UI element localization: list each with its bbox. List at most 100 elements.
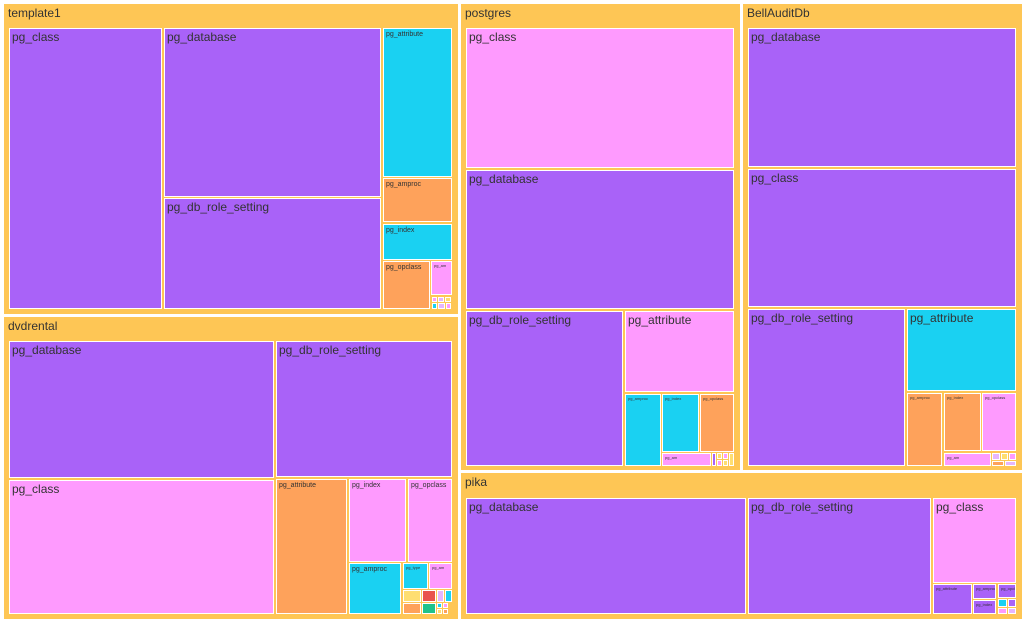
treemap-tile-label: pg_database [12,343,82,357]
treemap-tile-postgres-pg-opclass[interactable]: pg_opclass [700,394,734,452]
treemap-tile-dvdrental-pg-type[interactable]: pg_type [403,563,428,589]
treemap-tile-pika-pg-opclass[interactable]: pg_opclass [998,584,1016,598]
treemap-tile-dvdrental-pg-db-role-setting[interactable]: pg_db_role_setting [276,341,452,477]
treemap-tile-label: pg_opclass [985,395,1006,400]
treemap-tile-bellauditdb-pg-opclass[interactable]: pg_opclass [982,393,1016,451]
treemap-tile-label: pg_attribute [279,482,316,489]
treemap-minor-tile[interactable] [438,303,445,309]
treemap-minor-tile[interactable] [403,590,421,602]
treemap-group-label: pika [465,475,488,489]
treemap-tile-label: pg_database [167,30,237,44]
treemap-tile-label: pg_class [751,171,799,185]
treemap-tile-dvdrental-pg-class[interactable]: pg_class [9,480,274,614]
treemap-tile-label: pg_database [469,500,539,514]
treemap-minor-tile[interactable] [1008,599,1016,607]
treemap-tile-label: pg_am [665,455,678,460]
treemap-tile-dvdrental-pg-index[interactable]: pg_index [349,479,406,562]
treemap-minor-tile[interactable] [437,609,442,614]
treemap-tile-postgres-pg-attribute[interactable]: pg_attribute [625,311,734,392]
treemap-minor-tile[interactable] [437,590,444,602]
treemap-tile-postgres-pg-index[interactable]: pg_index [662,394,699,452]
treemap-tile-pika-pg-database[interactable]: pg_database [466,498,746,614]
treemap-group-label: dvdrental [8,319,58,333]
treemap-tile-label: pg_db_role_setting [469,313,572,327]
treemap-minor-tile[interactable] [717,453,722,459]
treemap-tile-postgres-pg-class[interactable]: pg_class [466,28,734,168]
treemap-tile-dvdrental-pg-amproc[interactable]: pg_amproc [349,563,401,614]
treemap-minor-tile[interactable] [712,453,716,466]
treemap-tile-label: pg_class [12,30,60,44]
treemap-tile-label: pg_database [469,172,539,186]
treemap-tile-template1-pg-class[interactable]: pg_class [9,28,162,309]
treemap-minor-tile[interactable] [438,297,444,302]
treemap-tile-label: pg_type [406,565,421,570]
treemap-minor-tile[interactable] [723,460,728,466]
treemap-tile-template1-pg-database[interactable]: pg_database [164,28,381,197]
treemap-tile-label: pg_am [947,455,960,460]
treemap-minor-tile[interactable] [446,303,451,309]
treemap-tile-label: pg_index [665,396,682,401]
treemap-tile-postgres-pg-database[interactable]: pg_database [466,170,734,309]
treemap-minor-tile[interactable] [432,297,437,302]
treemap-minor-tile[interactable] [992,461,1004,466]
treemap-minor-tile[interactable] [432,303,437,309]
treemap-tile-label: pg_opclass [386,264,422,271]
treemap-tile-label: pg_attribute [910,311,974,325]
treemap-tile-dvdrental-pg-am[interactable]: pg_am [429,563,452,589]
treemap-minor-tile[interactable] [723,453,728,459]
treemap-tile-bellauditdb-pg-database[interactable]: pg_database [748,28,1016,167]
treemap-tile-bellauditdb-pg-am[interactable]: pg_am [944,453,991,466]
treemap-tile-dvdrental-pg-opclass[interactable]: pg_opclass [408,479,452,562]
treemap-tile-template1-pg-db-role-setting[interactable]: pg_db_role_setting [164,198,381,309]
treemap-tile-pika-pg-class[interactable]: pg_class [933,498,1016,583]
treemap-tile-bellauditdb-pg-attribute[interactable]: pg_attribute [907,309,1016,391]
treemap-tile-postgres-pg-db-role-setting[interactable]: pg_db_role_setting [466,311,623,466]
treemap-tile-template1-pg-opclass[interactable]: pg_opclass [383,261,430,309]
treemap-minor-tile[interactable] [998,608,1007,614]
treemap-minor-tile[interactable] [992,453,1000,460]
treemap-minor-tile[interactable] [443,603,448,608]
treemap-tile-bellauditdb-pg-amproc[interactable]: pg_amproc [907,393,942,466]
treemap-minor-tile[interactable] [717,460,722,466]
treemap-tile-pika-pg-db-role-setting[interactable]: pg_db_role_setting [748,498,931,614]
treemap-minor-tile[interactable] [403,603,421,614]
treemap-minor-tile[interactable] [422,603,436,614]
treemap-minor-tile[interactable] [437,603,442,608]
treemap-tile-label: pg_attribute [936,586,958,591]
treemap-tile-pika-pg-amproc[interactable]: pg_amproc [973,584,996,599]
treemap-tile-label: pg_amproc [386,181,422,188]
treemap-tile-bellauditdb-pg-class[interactable]: pg_class [748,169,1016,307]
treemap-tile-template1-pg-attribute[interactable]: pg_attribute [383,28,452,177]
treemap-tile-template1-pg-amproc[interactable]: pg_amproc [383,178,452,222]
treemap-tile-pika-pg-index[interactable]: pg_index [973,600,996,614]
treemap-tile-postgres-pg-am[interactable]: pg_am [662,453,711,466]
treemap-tile-label: pg_opclass [1001,586,1016,591]
treemap-tile-dvdrental-pg-database[interactable]: pg_database [9,341,274,478]
treemap-tile-label: pg_am [434,263,447,268]
treemap-minor-tile[interactable] [1009,453,1016,460]
treemap-minor-tile[interactable] [422,590,436,602]
treemap-minor-tile[interactable] [443,609,448,614]
treemap-tile-label: pg_opclass [703,396,724,401]
treemap-minor-tile[interactable] [445,590,452,602]
treemap-tile-template1-pg-index[interactable]: pg_index [383,224,452,260]
treemap-tile-postgres-pg-amproc[interactable]: pg_amproc [625,394,661,466]
treemap-minor-tile[interactable] [445,297,451,302]
treemap-tile-label: pg_opclass [411,482,447,489]
treemap-minor-tile[interactable] [1001,453,1008,460]
treemap-minor-tile[interactable] [998,599,1007,607]
treemap-minor-tile[interactable] [1005,461,1016,466]
treemap-tile-label: pg_amproc [352,566,388,573]
treemap-tile-pika-pg-attribute[interactable]: pg_attribute [933,584,972,614]
treemap-tile-label: pg_class [12,482,60,496]
treemap-minor-tile[interactable] [729,453,734,466]
treemap-tile-dvdrental-pg-attribute[interactable]: pg_attribute [276,479,347,614]
treemap-tile-template1-pg-am[interactable]: pg_am [431,261,452,295]
treemap-tile-bellauditdb-pg-index[interactable]: pg_index [944,393,981,451]
treemap-tile-label: pg_db_role_setting [279,343,382,357]
treemap-group-label: BellAuditDb [747,6,810,20]
treemap-tile-label: pg_amproc [628,396,649,401]
treemap-tile-bellauditdb-pg-db-role-setting[interactable]: pg_db_role_setting [748,309,905,466]
treemap-minor-tile[interactable] [1008,608,1016,614]
